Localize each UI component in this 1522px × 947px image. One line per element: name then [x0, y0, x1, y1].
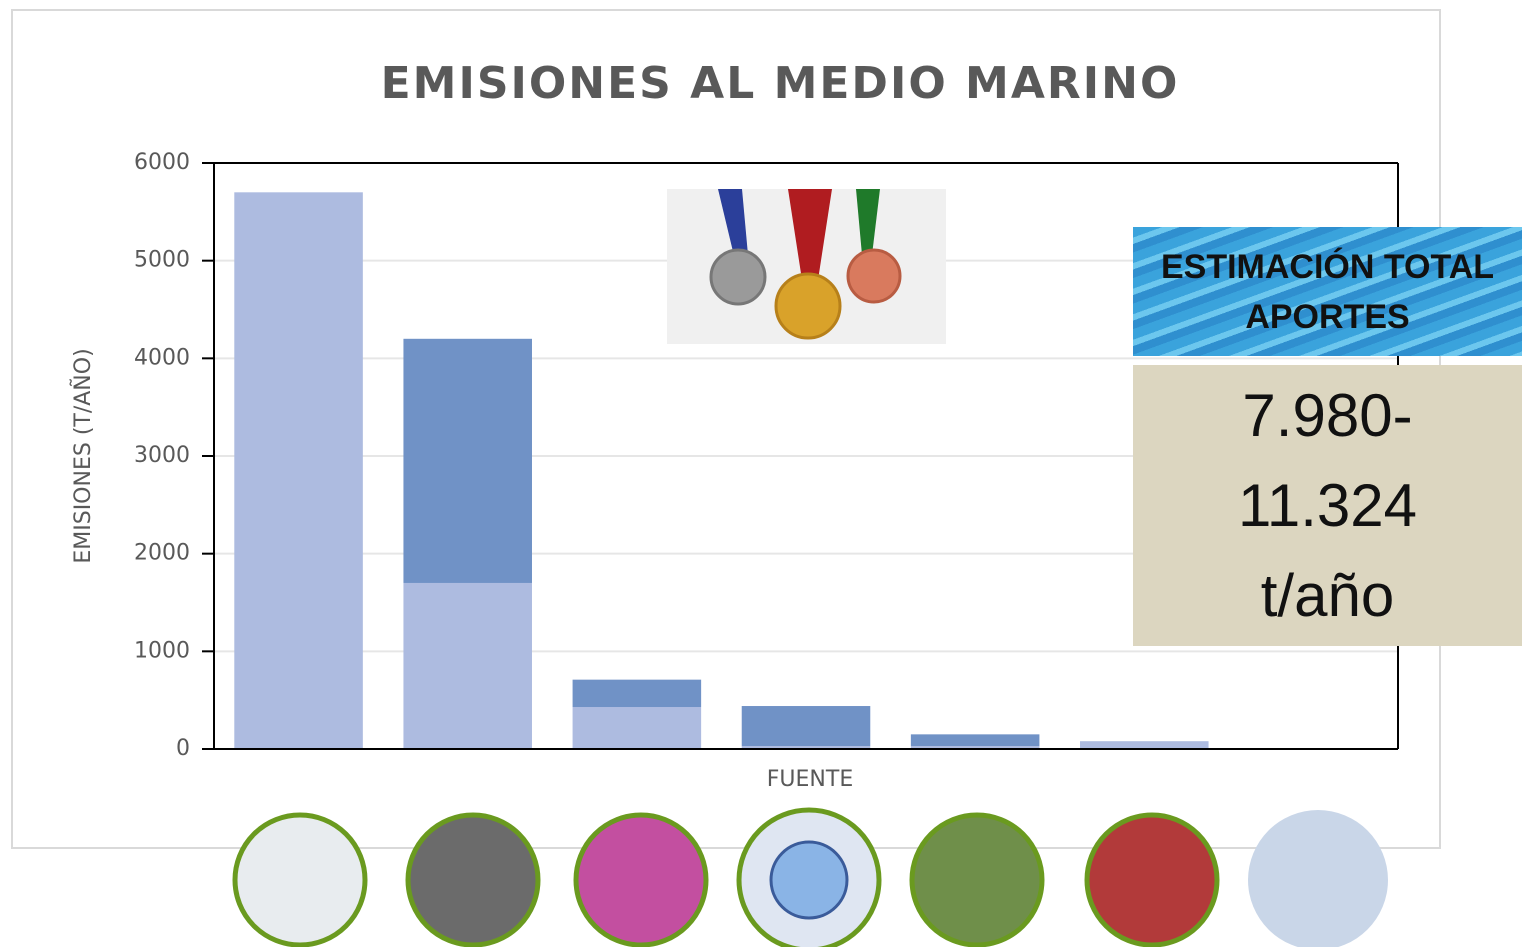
bar-segment [911, 734, 1040, 746]
medal [848, 250, 900, 302]
chart-title: EMISIONES AL MEDIO MARINO [381, 58, 1180, 109]
page: {"chart_data": {"type": "bar", "stacked"… [0, 0, 1522, 947]
icon-turf [912, 815, 1042, 945]
y-tick-label: 2000 [134, 541, 190, 566]
y-tick-label: 5000 [134, 248, 190, 273]
y-tick-label: 0 [176, 736, 190, 761]
icon-tyres [408, 815, 538, 945]
annotation-line: t/año [1261, 551, 1394, 641]
annotation-title: ESTIMACIÓN TOTAL APORTES [1133, 227, 1522, 356]
annotation-body: 7.980- 11.324 t/año [1133, 365, 1522, 646]
y-axis-label: EMISIONES (T/AÑO) [69, 348, 96, 563]
icon-pellets [235, 815, 365, 945]
bar-segment [1080, 741, 1209, 749]
medal [776, 274, 840, 338]
medals-image [667, 189, 946, 344]
y-tick-label: 1000 [134, 638, 190, 663]
bar-segment [403, 339, 532, 583]
icon-paints [576, 815, 706, 945]
y-tick-label: 6000 [134, 150, 190, 175]
annotation-line: 7.980- [1242, 371, 1412, 461]
washer-door [771, 842, 847, 918]
x-axis-label: FUENTE [767, 767, 853, 792]
icon-cosmetics [1087, 815, 1217, 945]
bar-segment [403, 583, 532, 749]
bar-segment [234, 192, 363, 749]
annotation-line: 11.324 [1238, 461, 1417, 551]
y-tick-label: 4000 [134, 345, 190, 370]
icon-containers [1248, 810, 1388, 947]
bar-segment [573, 707, 702, 749]
bar-segment [742, 706, 871, 746]
bar-segment [573, 680, 702, 707]
medal [711, 250, 765, 304]
y-tick-label: 3000 [134, 443, 190, 468]
